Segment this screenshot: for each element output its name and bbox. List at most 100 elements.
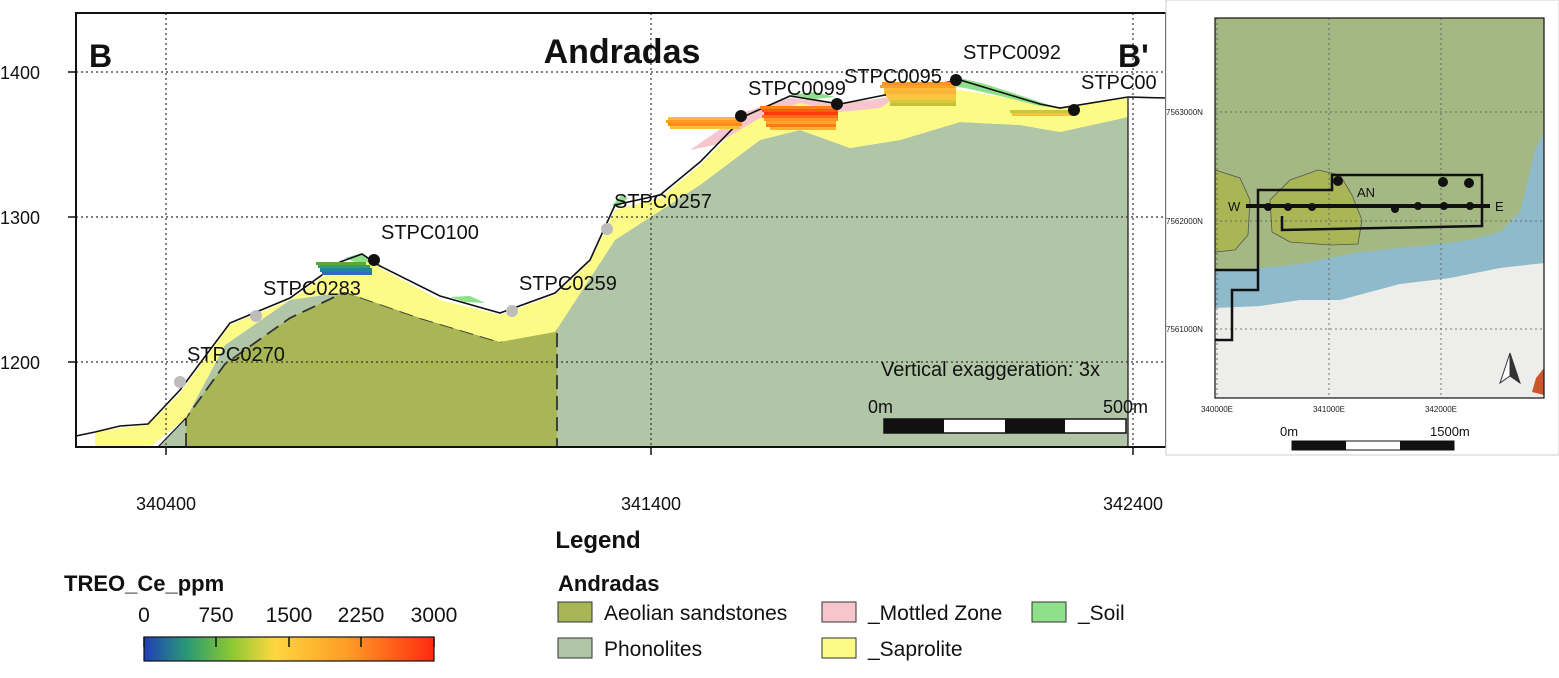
assay-bar [762,115,838,118]
legend-label: Phonolites [604,638,702,661]
assay-bar [888,97,956,100]
inset-y-tick-label: 7562000N [1166,217,1203,226]
grid [76,13,1166,447]
drillhole-label: STPC0099 [748,78,846,100]
assay-bar [670,126,740,129]
legend-swatch-aeolian [557,601,593,623]
inset-collar-marker [1284,203,1292,211]
drillhole-label: STPC0270 [187,344,285,366]
assay-bar [1012,113,1074,116]
inset-frame [1214,17,1545,399]
section-title: Andradas [544,33,701,71]
collar-marker [250,310,262,322]
soil-unit [450,296,485,303]
assay-bar [882,82,956,85]
assay-bar [890,100,956,103]
legend-label: Aeolian sandstones [604,602,787,625]
colorbar-tick-label: 0 [138,604,150,627]
legend-swatch-soil [1031,601,1067,623]
colorbar-tick-label: 1500 [266,604,313,627]
scale-bar-start-label: 0m [868,397,893,417]
assay-intervals [316,82,1074,275]
north-arrow-icon [1499,352,1521,385]
inset-scale-bar [1291,440,1455,451]
legend-swatch-saprolite [821,637,857,659]
legend-swatch-mottled [821,601,857,623]
collar-marker [831,98,843,110]
drillhole-label: STPC0100 [381,222,479,244]
inset-river [1215,132,1544,308]
legend-group-title: Andradas [558,571,659,596]
y-tick-label: 1200 [0,353,40,373]
x-tick-label: 342400 [1103,494,1163,514]
assay-bar [668,117,740,120]
topography-line [75,79,1166,437]
assay-bar [764,118,838,121]
collar-marker [174,376,186,388]
inset-plain [1215,263,1544,398]
inset-y-tick-label: 7563000N [1166,108,1203,117]
saprolite-unit [95,90,1128,447]
drillhole-label: STPC0095 [844,66,942,88]
assay-bar [884,91,956,94]
assay-bar [766,124,836,127]
aeolian-sandstone-unit [186,292,557,447]
y-tick-label: 1400 [0,63,40,83]
soil-unit [345,253,372,262]
inset-scale-start-label: 0m [1280,424,1298,439]
inset-x-tick-label: 340000E [1201,405,1233,414]
assay-bar [666,120,742,123]
drillhole-collars [174,74,1080,388]
inset-collar-marker [1264,203,1272,211]
legend-label: _Saprolite [867,638,963,661]
inset-collar-marker [1464,178,1474,188]
inset-collar-marker [1414,202,1422,210]
vertical-exaggeration-note: Vertical exaggeration: 3x [881,359,1100,381]
drillhole-label: STPC0257 [614,191,712,213]
inset-collar-marker [1333,176,1343,186]
inset-boundary-line [1256,173,1484,270]
inset-east-label: E [1495,199,1504,214]
drillhole-label: STPC0092 [963,42,1061,64]
legend: Legend TREO_Ce_ppm 0 750 1500 2250 3000 [64,527,1125,662]
drillhole-label: STPC0259 [519,273,617,295]
cross-section: 1400 1300 1200 340400 341400 342400 B B'… [0,12,1167,514]
inset-x-tick-label: 342000E [1425,405,1457,414]
collar-marker [506,305,518,317]
mottled-zone-unit [690,95,900,150]
colorbar-title: TREO_Ce_ppm [64,571,224,596]
inset-collar-marker [1391,205,1399,213]
assay-bar [880,85,956,88]
inset-collar-marker [1438,177,1448,187]
x-tick-label: 340400 [136,494,196,514]
assay-bar [766,121,836,124]
collar-marker [1068,104,1080,116]
assay-bar [884,88,956,91]
assay-bar [322,272,372,275]
drillhole-label: STPC00 [1081,72,1157,94]
axis-ticks [68,71,1134,455]
legend-title: Legend [555,527,640,554]
inset-scale-end-label: 1500m [1430,424,1470,439]
assay-bar [890,103,956,106]
assay-bar [316,262,366,265]
phonolite-edge-left [157,417,187,448]
legend-label: _Soil [1077,602,1125,625]
collar-marker [368,254,380,266]
legend-label: _Mottled Zone [867,602,1002,625]
inset-orange-patch [1532,368,1544,395]
inset-boundary-line [1215,268,1260,342]
assay-bar [886,94,956,97]
drillhole-labels: STPC0270 STPC0283 STPC0100 STPC0259 STPC… [187,42,1157,366]
assay-bar [668,123,742,126]
soil-unit [790,92,835,99]
inset-x-tick-label: 341000E [1313,405,1345,414]
assay-bar [1010,110,1074,113]
section-end-label: B' [1118,38,1149,74]
assay-bar [764,112,838,115]
drillhole-label: STPC0283 [263,278,361,300]
inset-collar-marker [1308,203,1316,211]
x-tick-label: 341400 [621,494,681,514]
